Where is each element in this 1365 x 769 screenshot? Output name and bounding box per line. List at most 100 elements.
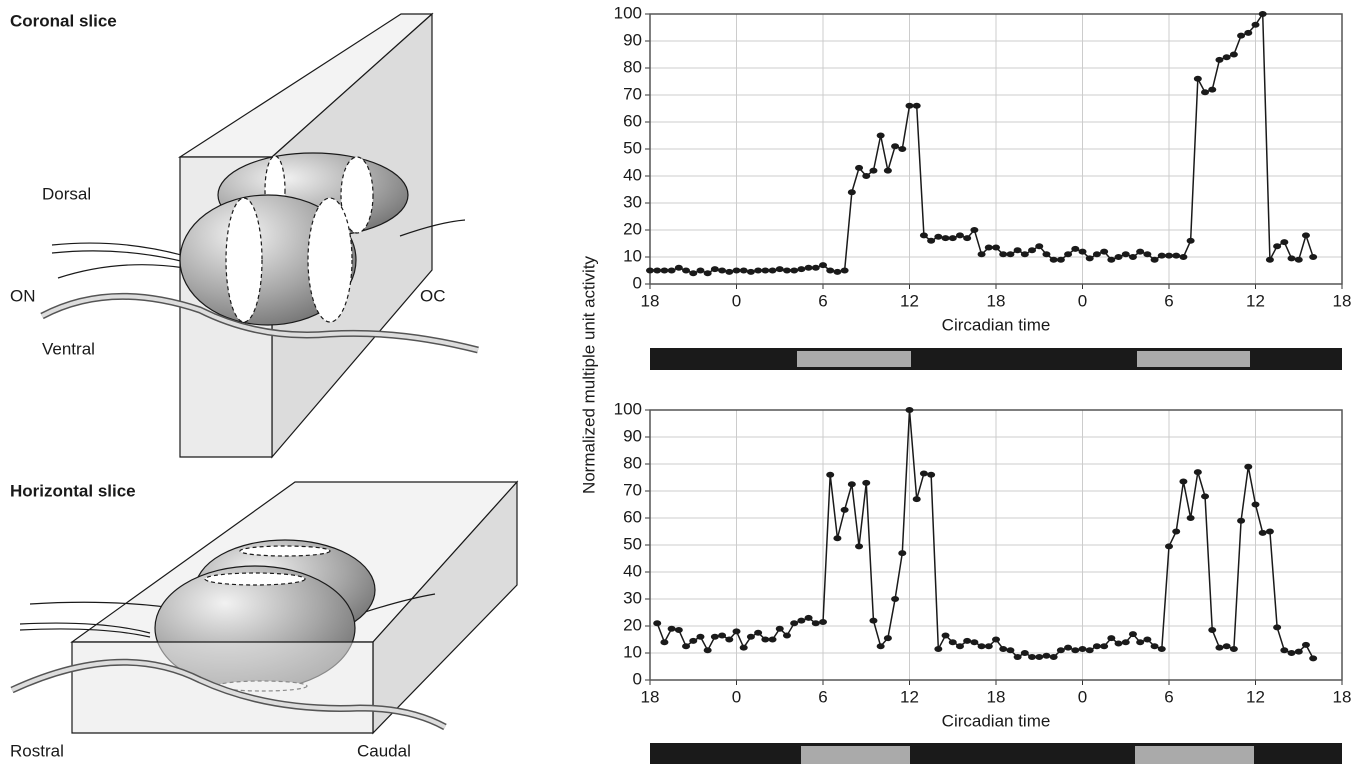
diagram-title: Horizontal slice	[10, 481, 136, 500]
data-point	[1056, 647, 1065, 654]
x-tick-label: 12	[900, 687, 919, 706]
data-point	[992, 244, 1000, 251]
data-point	[782, 267, 791, 274]
data-point	[1165, 543, 1173, 550]
data-point	[674, 264, 683, 271]
data-point	[847, 481, 856, 488]
data-point	[1309, 254, 1318, 260]
data-point	[1020, 251, 1029, 258]
data-point	[1028, 654, 1037, 661]
data-point	[1056, 256, 1065, 263]
data-point	[941, 235, 950, 242]
data-point	[1157, 252, 1166, 259]
data-point	[1179, 254, 1188, 260]
data-point	[689, 637, 698, 644]
data-point	[1121, 251, 1130, 258]
data-point	[934, 645, 943, 652]
data-point	[919, 232, 928, 239]
data-point	[869, 617, 878, 624]
data-point	[1028, 247, 1037, 254]
data-point	[1143, 636, 1152, 643]
x-tick-label: 18	[987, 291, 1006, 310]
data-point	[1251, 501, 1260, 508]
data-point	[1064, 251, 1073, 258]
data-point	[1128, 631, 1137, 638]
plot-frame	[649, 13, 1343, 285]
data-point	[739, 644, 748, 651]
data-point	[1136, 248, 1145, 255]
data-point	[1179, 478, 1188, 485]
y-tick-label: 10	[623, 642, 642, 661]
data-point	[1121, 639, 1130, 646]
data-point	[725, 636, 734, 643]
data-point	[819, 262, 827, 269]
x-tick-label: 6	[1164, 687, 1173, 706]
data-point	[1186, 515, 1195, 521]
diagram-label: Ventral	[42, 339, 95, 358]
y-tick-label: 60	[623, 507, 642, 526]
y-tick-label: 50	[623, 138, 642, 157]
data-point	[862, 479, 871, 486]
x-tick-label: 12	[1246, 291, 1265, 310]
data-point	[1208, 86, 1217, 93]
y-tick-label: 90	[623, 30, 642, 49]
data-point	[1301, 232, 1310, 239]
x-tick-label: 18	[641, 291, 660, 310]
data-point	[1085, 255, 1094, 262]
data-point	[898, 146, 907, 152]
data-point	[876, 132, 885, 139]
data-line	[656, 409, 1314, 659]
data-point	[840, 506, 849, 513]
data-point	[984, 643, 993, 650]
data-point	[1085, 647, 1094, 654]
y-tick-label: 80	[623, 57, 642, 76]
slot	[239, 545, 331, 557]
y-tick-label: 100	[614, 399, 642, 418]
data-point	[855, 543, 864, 550]
y-tick-label: 90	[623, 426, 642, 445]
diagram-label: OC	[420, 286, 446, 305]
data-point	[1150, 256, 1159, 263]
plot-frame	[649, 409, 1343, 681]
data-point	[1071, 245, 1080, 252]
data-point	[1215, 644, 1224, 651]
data-point	[869, 167, 878, 174]
data-point	[876, 643, 885, 650]
data-point	[927, 237, 936, 244]
data-point	[1237, 32, 1246, 39]
data-point	[1035, 243, 1044, 250]
x-tick-label: 0	[1078, 291, 1087, 310]
nerves	[51, 242, 186, 279]
data-point	[674, 627, 683, 634]
data-point	[999, 645, 1008, 652]
data-point	[1201, 493, 1210, 500]
y-tick-label: 80	[623, 453, 642, 472]
data-point	[1092, 251, 1101, 258]
data-point	[977, 643, 986, 650]
data-point	[1222, 54, 1231, 61]
data-point	[970, 639, 979, 646]
data-point	[746, 633, 755, 640]
data-point	[732, 628, 741, 635]
x-tick-label: 0	[732, 687, 741, 706]
data-point	[1201, 89, 1210, 96]
data-point	[1287, 650, 1296, 656]
data-point	[797, 617, 806, 624]
data-point	[883, 167, 892, 174]
data-point	[1128, 254, 1137, 260]
data-point	[1114, 640, 1123, 647]
data-point	[955, 643, 964, 650]
data-point	[819, 618, 827, 625]
y-tick-label: 20	[623, 219, 642, 238]
slot	[340, 156, 374, 234]
data-point	[912, 102, 921, 109]
slot	[307, 197, 353, 323]
data-point	[790, 267, 799, 274]
x-axis-label: Circadian time	[942, 315, 1051, 334]
data-point	[667, 625, 676, 632]
y-tick-label: 40	[623, 165, 642, 184]
data-point	[1287, 255, 1296, 262]
data-point	[912, 496, 921, 503]
diagram-label: Dorsal	[42, 184, 91, 203]
